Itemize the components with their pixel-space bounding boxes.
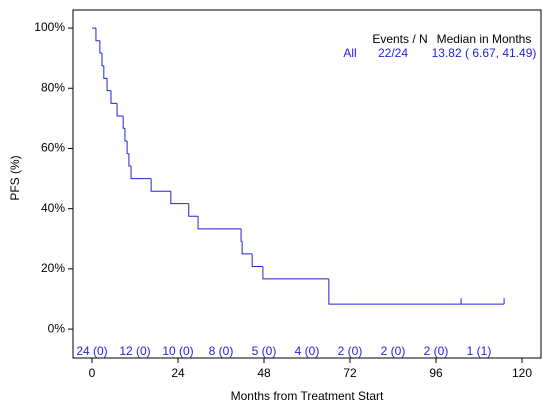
survival-step [103, 65, 108, 79]
at-risk-label: 10 (0) [162, 344, 193, 358]
legend-cell: All [343, 46, 356, 60]
at-risk-label: 1 (1) [467, 344, 492, 358]
y-axis-label: PFS (%) [8, 155, 22, 200]
survival-step [124, 128, 128, 142]
x-tick-label: 48 [257, 366, 271, 380]
survival-step [126, 140, 129, 155]
survival-step [170, 191, 189, 205]
y-tick-label: 0% [48, 321, 66, 335]
survival-step [116, 103, 124, 117]
x-tick-label: 72 [343, 366, 357, 380]
legend-cell: 13.82 ( 6.67, 41.49) [432, 46, 537, 60]
x-tick-label: 0 [89, 366, 96, 380]
at-risk-label: 2 (0) [338, 344, 363, 358]
at-risk-label: 5 (0) [252, 344, 277, 358]
x-axis-label: Months from Treatment Start [231, 389, 384, 403]
survival-step [328, 278, 505, 305]
survival-step [197, 216, 242, 230]
survival-step [106, 78, 111, 92]
survival-step [130, 165, 152, 180]
y-tick-label: 20% [41, 261, 65, 275]
survival-step [241, 241, 253, 255]
y-tick-label: 60% [41, 141, 65, 155]
survival-step [110, 90, 118, 104]
survival-step [188, 203, 199, 217]
survival-step [101, 53, 104, 67]
at-risk-label: 2 (0) [381, 344, 406, 358]
survival-step [122, 115, 125, 129]
plot-frame [72, 9, 542, 359]
survival-step [99, 40, 103, 54]
survival-step [240, 228, 243, 242]
at-risk-label: 4 (0) [295, 344, 320, 358]
x-tick-label: 120 [512, 366, 532, 380]
y-tick-label: 80% [41, 80, 65, 94]
at-risk-label: 24 (0) [76, 344, 107, 358]
at-risk-label: 2 (0) [424, 344, 449, 358]
x-tick-label: 24 [171, 366, 185, 380]
y-tick-label: 100% [34, 20, 65, 34]
legend-cell: 22/24 [378, 46, 408, 60]
survival-step [95, 28, 100, 42]
survival-step [128, 153, 132, 167]
x-tick-label: 96 [429, 366, 443, 380]
survival-step [251, 253, 263, 267]
legend-header: Events / N [372, 32, 427, 46]
at-risk-label: 8 (0) [209, 344, 234, 358]
at-risk-label: 12 (0) [119, 344, 150, 358]
survival-step [262, 266, 329, 280]
y-tick-label: 40% [41, 201, 65, 215]
legend-header: Median in Months [437, 32, 532, 46]
survival-step [150, 178, 171, 192]
